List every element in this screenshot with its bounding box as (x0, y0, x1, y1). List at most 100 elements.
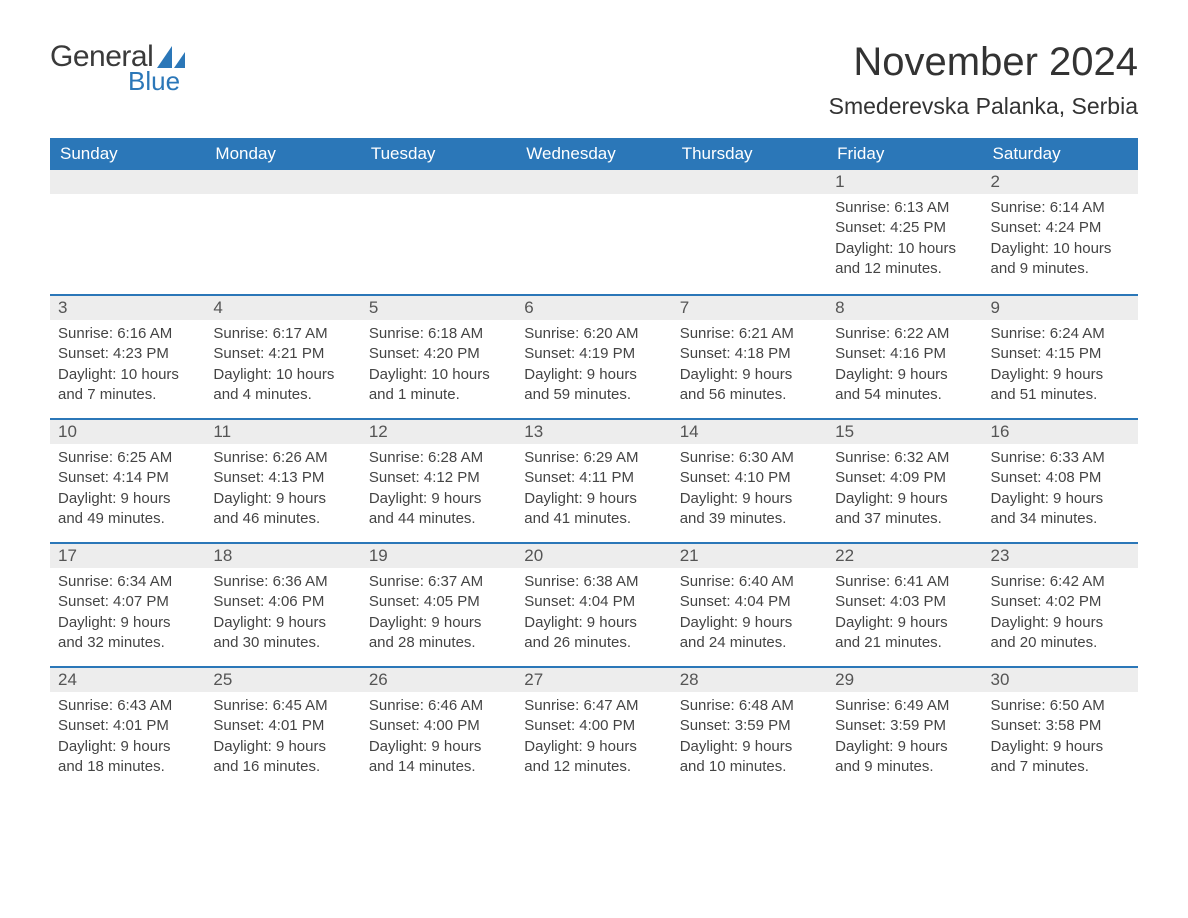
sunset-text: Sunset: 4:15 PM (991, 344, 1130, 364)
day-detail: Sunrise: 6:18 AMSunset: 4:20 PMDaylight:… (361, 320, 516, 407)
daylight-text: Daylight: 9 hours and 37 minutes. (835, 489, 974, 530)
day-number-bar: 17 (50, 542, 205, 568)
sunrise-text: Sunrise: 6:25 AM (58, 448, 197, 468)
sunrise-text: Sunrise: 6:32 AM (835, 448, 974, 468)
day-number-bar: 23 (983, 542, 1138, 568)
sunset-text: Sunset: 4:10 PM (680, 468, 819, 488)
sunrise-text: Sunrise: 6:20 AM (524, 324, 663, 344)
calendar-day-cell: 10Sunrise: 6:25 AMSunset: 4:14 PMDayligh… (50, 418, 205, 542)
day-number-bar: 14 (672, 418, 827, 444)
daylight-text: Daylight: 10 hours and 12 minutes. (835, 239, 974, 280)
sunrise-text: Sunrise: 6:13 AM (835, 198, 974, 218)
sunrise-text: Sunrise: 6:34 AM (58, 572, 197, 592)
day-number-bar-empty: . (50, 170, 205, 194)
sunset-text: Sunset: 4:04 PM (524, 592, 663, 612)
day-detail: Sunrise: 6:48 AMSunset: 3:59 PMDaylight:… (672, 692, 827, 779)
day-detail: Sunrise: 6:32 AMSunset: 4:09 PMDaylight:… (827, 444, 982, 531)
sunset-text: Sunset: 4:09 PM (835, 468, 974, 488)
calendar-day-cell: 5Sunrise: 6:18 AMSunset: 4:20 PMDaylight… (361, 294, 516, 418)
sunset-text: Sunset: 4:08 PM (991, 468, 1130, 488)
weekday-header-row: Sunday Monday Tuesday Wednesday Thursday… (50, 138, 1138, 170)
sunset-text: Sunset: 4:14 PM (58, 468, 197, 488)
sunset-text: Sunset: 4:18 PM (680, 344, 819, 364)
day-number-bar: 16 (983, 418, 1138, 444)
day-detail: Sunrise: 6:36 AMSunset: 4:06 PMDaylight:… (205, 568, 360, 655)
daylight-text: Daylight: 9 hours and 34 minutes. (991, 489, 1130, 530)
sunset-text: Sunset: 3:58 PM (991, 716, 1130, 736)
day-detail: Sunrise: 6:26 AMSunset: 4:13 PMDaylight:… (205, 444, 360, 531)
day-number-bar: 2 (983, 170, 1138, 194)
day-detail: Sunrise: 6:38 AMSunset: 4:04 PMDaylight:… (516, 568, 671, 655)
day-detail: Sunrise: 6:24 AMSunset: 4:15 PMDaylight:… (983, 320, 1138, 407)
day-number-bar: 1 (827, 170, 982, 194)
day-number-bar: 29 (827, 666, 982, 692)
daylight-text: Daylight: 9 hours and 41 minutes. (524, 489, 663, 530)
day-number-bar: 18 (205, 542, 360, 568)
calendar-day-cell: 24Sunrise: 6:43 AMSunset: 4:01 PMDayligh… (50, 666, 205, 790)
daylight-text: Daylight: 9 hours and 46 minutes. (213, 489, 352, 530)
sunrise-text: Sunrise: 6:14 AM (991, 198, 1130, 218)
sunset-text: Sunset: 4:24 PM (991, 218, 1130, 238)
sunset-text: Sunset: 4:00 PM (369, 716, 508, 736)
sunset-text: Sunset: 4:25 PM (835, 218, 974, 238)
day-detail: Sunrise: 6:29 AMSunset: 4:11 PMDaylight:… (516, 444, 671, 531)
header: General Blue November 2024 Smederevska P… (50, 40, 1138, 120)
day-number-bar-empty: . (516, 170, 671, 194)
calendar-week-row: 10 Sunrise: 6:25 AMSunset: 4:14 PM Dayligh… (50, 418, 1138, 542)
sunrise-text: Sunrise: 6:38 AM (524, 572, 663, 592)
sunset-text: Sunset: 4:23 PM (58, 344, 197, 364)
daylight-text: Daylight: 9 hours and 14 minutes. (369, 737, 508, 778)
calendar-day-cell: 21Sunrise: 6:40 AMSunset: 4:04 PMDayligh… (672, 542, 827, 666)
weekday-header: Wednesday (516, 138, 671, 170)
daylight-text: Daylight: 10 hours and 7 minutes. (58, 365, 197, 406)
calendar-day-cell: 13Sunrise: 6:29 AMSunset: 4:11 PMDayligh… (516, 418, 671, 542)
day-number-bar-empty: . (672, 170, 827, 194)
daylight-text: Daylight: 9 hours and 32 minutes. (58, 613, 197, 654)
day-number-bar: 12 (361, 418, 516, 444)
sunset-text: Sunset: 4:16 PM (835, 344, 974, 364)
calendar-day-cell: . (361, 170, 516, 294)
weekday-header: Sunday (50, 138, 205, 170)
sunrise-text: Sunrise: 6:28 AM (369, 448, 508, 468)
daylight-text: Daylight: 9 hours and 18 minutes. (58, 737, 197, 778)
day-number-bar: 22 (827, 542, 982, 568)
sunrise-text: Sunrise: 6:48 AM (680, 696, 819, 716)
calendar-day-cell: 20Sunrise: 6:38 AMSunset: 4:04 PMDayligh… (516, 542, 671, 666)
calendar-day-cell: 16Sunrise: 6:33 AMSunset: 4:08 PMDayligh… (983, 418, 1138, 542)
day-detail: Sunrise: 6:21 AMSunset: 4:18 PMDaylight:… (672, 320, 827, 407)
day-detail: Sunrise: 6:16 AMSunset: 4:23 PMDaylight:… (50, 320, 205, 407)
calendar-day-cell: . (672, 170, 827, 294)
day-detail: Sunrise: 6:41 AMSunset: 4:03 PMDaylight:… (827, 568, 982, 655)
weekday-header: Friday (827, 138, 982, 170)
calendar-day-cell: 17Sunrise: 6:34 AMSunset: 4:07 PMDayligh… (50, 542, 205, 666)
daylight-text: Daylight: 9 hours and 39 minutes. (680, 489, 819, 530)
day-detail: Sunrise: 6:40 AMSunset: 4:04 PMDaylight:… (672, 568, 827, 655)
day-number-bar: 19 (361, 542, 516, 568)
sunset-text: Sunset: 4:19 PM (524, 344, 663, 364)
sunrise-text: Sunrise: 6:17 AM (213, 324, 352, 344)
day-detail: Sunrise: 6:43 AMSunset: 4:01 PMDaylight:… (50, 692, 205, 779)
daylight-text: Daylight: 9 hours and 28 minutes. (369, 613, 508, 654)
calendar-day-cell: 15Sunrise: 6:32 AMSunset: 4:09 PMDayligh… (827, 418, 982, 542)
sunset-text: Sunset: 4:04 PM (680, 592, 819, 612)
day-detail: Sunrise: 6:13 AMSunset: 4:25 PMDaylight:… (827, 194, 982, 281)
calendar-day-cell: . (516, 170, 671, 294)
day-detail: Sunrise: 6:45 AMSunset: 4:01 PMDaylight:… (205, 692, 360, 779)
sunrise-text: Sunrise: 6:33 AM (991, 448, 1130, 468)
day-detail: Sunrise: 6:46 AMSunset: 4:00 PMDaylight:… (361, 692, 516, 779)
day-number-bar: 26 (361, 666, 516, 692)
calendar-week-row: 3Sunrise: 6:16 AMSunset: 4:23 PMDaylight… (50, 294, 1138, 418)
day-detail: Sunrise: 6:20 AMSunset: 4:19 PMDaylight:… (516, 320, 671, 407)
day-number-bar: 7 (672, 294, 827, 320)
day-detail: Sunrise: 6:47 AMSunset: 4:00 PMDaylight:… (516, 692, 671, 779)
daylight-text: Daylight: 9 hours and 54 minutes. (835, 365, 974, 406)
calendar-day-cell: 27Sunrise: 6:47 AMSunset: 4:00 PMDayligh… (516, 666, 671, 790)
weekday-header: Tuesday (361, 138, 516, 170)
sunset-text: Sunset: 3:59 PM (835, 716, 974, 736)
sunrise-text: Sunrise: 6:37 AM (369, 572, 508, 592)
day-number-bar: 10 (50, 418, 205, 444)
location-label: Smederevska Palanka, Serbia (829, 93, 1138, 120)
day-detail: Sunrise: 6:42 AMSunset: 4:02 PMDaylight:… (983, 568, 1138, 655)
day-detail: Sunrise: 6:33 AMSunset: 4:08 PMDaylight:… (983, 444, 1138, 531)
calendar-day-cell: . (205, 170, 360, 294)
